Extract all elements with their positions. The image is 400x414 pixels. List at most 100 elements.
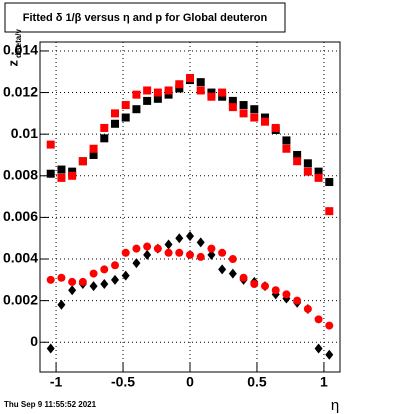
y-tick-label: 0 — [30, 333, 38, 349]
square-marker — [303, 167, 312, 176]
x-tick-label: 1 — [320, 374, 328, 390]
circle-marker — [228, 255, 237, 264]
circle-marker — [57, 273, 66, 282]
square-marker — [196, 78, 205, 87]
square-marker — [271, 123, 280, 132]
circle-marker — [261, 282, 269, 291]
y-tick-label: 0.006 — [3, 208, 38, 224]
square-marker — [314, 173, 323, 182]
square-marker — [121, 101, 130, 110]
y-axis-label-group: z dBeta/v — [5, 29, 23, 67]
diamond-marker — [196, 237, 205, 248]
circle-marker — [218, 248, 227, 257]
square-marker — [89, 144, 98, 153]
circle-marker — [100, 265, 109, 274]
circle-marker — [239, 273, 248, 282]
diamond-marker — [164, 239, 173, 250]
square-marker — [89, 150, 98, 159]
square-marker — [282, 136, 291, 145]
circle-marker — [207, 244, 216, 253]
y-tick-label: 0.014 — [3, 42, 38, 58]
square-marker — [293, 150, 302, 159]
square-marker — [218, 92, 227, 101]
x-tick-label: 0.5 — [247, 374, 267, 390]
square-marker — [228, 96, 237, 105]
square-marker — [175, 84, 184, 93]
x-tick-label: -1 — [50, 374, 63, 390]
circle-marker — [196, 252, 205, 261]
square-marker — [153, 94, 162, 103]
y-tick-label: 0.01 — [11, 125, 38, 141]
diamond-marker — [218, 264, 227, 275]
square-marker — [228, 103, 237, 112]
square-marker — [314, 167, 323, 176]
square-marker — [46, 140, 55, 149]
circle-marker — [121, 248, 130, 257]
square-marker — [100, 134, 109, 143]
square-marker — [239, 101, 248, 110]
square-marker — [325, 178, 334, 187]
y-tick-label: 0.012 — [3, 83, 38, 99]
x-tick-label: -0.5 — [111, 374, 135, 390]
diamond-marker — [175, 233, 184, 244]
square-marker — [78, 157, 87, 166]
square-marker — [261, 117, 269, 126]
square-marker — [57, 173, 66, 182]
circle-marker — [293, 296, 302, 305]
y-tick-label: 0.004 — [3, 250, 38, 266]
square-marker — [121, 113, 130, 122]
circle-marker — [303, 304, 312, 313]
square-marker — [282, 144, 291, 153]
square-marker — [250, 113, 259, 122]
circle-marker — [111, 261, 119, 270]
circle-marker — [78, 277, 87, 286]
circle-marker — [175, 248, 184, 257]
x-tick-label: 0 — [186, 374, 194, 390]
square-marker — [46, 169, 55, 178]
diamond-marker — [57, 299, 66, 310]
square-marker — [175, 80, 184, 89]
footer-date: Thu Sep 9 11:55:52 2021 — [4, 400, 97, 409]
square-marker — [164, 90, 173, 99]
circle-marker — [164, 248, 173, 257]
circle-marker — [314, 315, 323, 324]
square-marker — [261, 113, 269, 122]
diamond-marker — [186, 231, 194, 242]
diamond-marker — [132, 258, 141, 269]
square-marker — [132, 105, 141, 114]
square-marker — [239, 109, 248, 118]
square-marker — [68, 167, 77, 176]
square-marker — [111, 119, 119, 128]
title-box — [4, 2, 286, 33]
diamond-marker — [46, 343, 55, 354]
square-marker — [68, 171, 77, 180]
square-marker — [207, 92, 216, 101]
square-marker — [153, 88, 162, 97]
circle-marker — [282, 290, 291, 299]
circle-marker — [153, 244, 162, 253]
square-marker — [303, 159, 312, 168]
square-marker — [111, 109, 119, 118]
circle-marker — [271, 286, 280, 295]
circle-marker — [325, 321, 334, 330]
diamond-marker — [68, 285, 77, 296]
diamond-marker — [121, 270, 130, 281]
circle-marker — [143, 242, 152, 251]
y-tick-label: 0.008 — [3, 166, 38, 182]
y-tick-label: 0.002 — [3, 291, 38, 307]
diamond-marker — [111, 274, 119, 285]
circle-marker — [250, 279, 259, 288]
square-marker — [325, 207, 334, 216]
x-axis-label: η — [331, 397, 339, 414]
square-marker — [250, 105, 259, 114]
circle-marker — [186, 250, 194, 259]
circle-marker — [132, 244, 141, 253]
square-marker — [186, 73, 194, 82]
square-marker — [132, 90, 141, 99]
y-axis-label-sub: dBeta/v — [14, 29, 23, 58]
circle-marker — [68, 277, 77, 286]
diamond-marker — [314, 343, 323, 354]
square-marker — [164, 86, 173, 95]
